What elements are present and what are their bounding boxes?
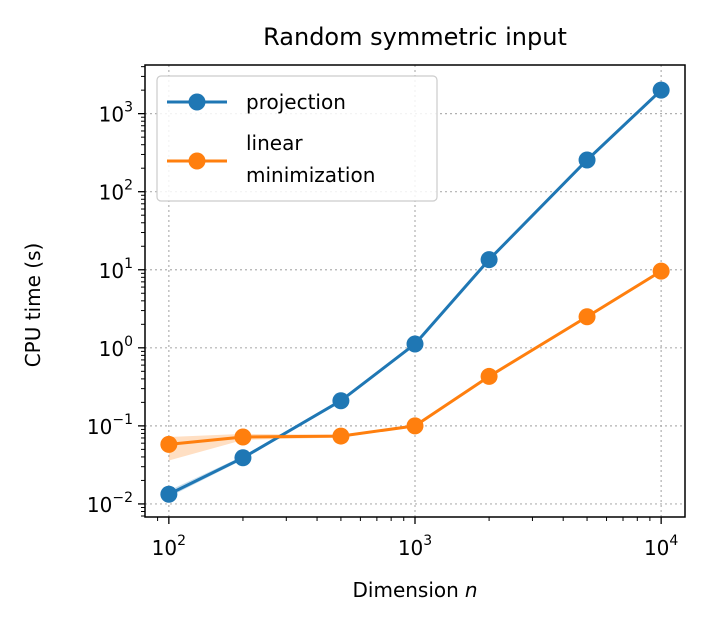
x-axis-title-variable: n bbox=[465, 578, 478, 602]
x-tick-label: 103 bbox=[398, 533, 432, 560]
chart-title: Random symmetric input bbox=[263, 23, 567, 51]
data-point bbox=[234, 449, 252, 467]
legend-swatch-marker-0 bbox=[188, 93, 206, 111]
legend-label: projection bbox=[246, 90, 346, 114]
data-point bbox=[406, 335, 424, 353]
legend-box bbox=[156, 75, 438, 202]
y-axis-title: CPU time (s) bbox=[21, 243, 45, 368]
y-tick-label: 10−2 bbox=[87, 490, 133, 517]
data-point bbox=[578, 151, 596, 169]
data-point bbox=[160, 435, 178, 453]
data-point bbox=[332, 427, 350, 445]
legend: projection linear minimization bbox=[156, 75, 438, 202]
y-tick-label: 101 bbox=[99, 256, 133, 283]
data-point bbox=[578, 308, 596, 326]
series-band-1 bbox=[168, 270, 662, 461]
data-point bbox=[406, 417, 424, 435]
legend-label: linear bbox=[246, 131, 303, 155]
x-axis-title: Dimension n bbox=[353, 578, 478, 602]
data-point bbox=[480, 251, 498, 269]
data-point bbox=[160, 485, 178, 503]
x-axis-title-text: Dimension bbox=[353, 578, 459, 602]
x-tick-label: 104 bbox=[644, 533, 678, 560]
axis-ticks: 102 103 104 10−2 10−1 100 101 102 103 bbox=[87, 66, 678, 560]
data-points bbox=[160, 81, 670, 503]
confidence-bands bbox=[168, 89, 662, 498]
data-point bbox=[652, 262, 670, 280]
data-point bbox=[652, 81, 670, 99]
legend-swatch-marker-1 bbox=[188, 152, 206, 170]
x-tick-label: 102 bbox=[152, 533, 186, 560]
y-tick-label: 100 bbox=[99, 334, 133, 361]
y-tick-label: 10−1 bbox=[87, 412, 133, 439]
data-point bbox=[480, 367, 498, 385]
y-tick-label: 103 bbox=[99, 100, 133, 127]
data-point bbox=[234, 428, 252, 446]
legend-label: minimization bbox=[246, 163, 375, 187]
y-tick-label: 102 bbox=[99, 178, 133, 205]
data-point bbox=[332, 392, 350, 410]
